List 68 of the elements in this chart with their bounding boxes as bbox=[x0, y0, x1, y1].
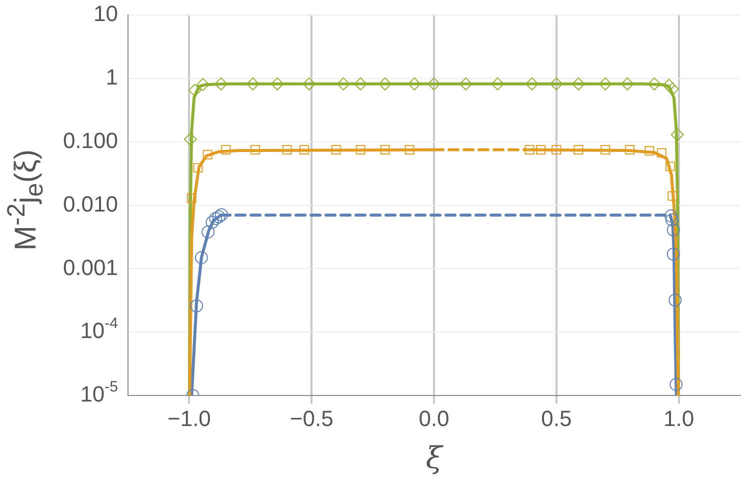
point bbox=[665, 162, 675, 172]
point bbox=[215, 208, 228, 222]
point bbox=[670, 128, 684, 142]
y-tick-label: 1 bbox=[106, 64, 118, 90]
point bbox=[408, 77, 421, 90]
point bbox=[574, 145, 584, 155]
point bbox=[524, 145, 534, 155]
x-tick-label: 1.0 bbox=[664, 406, 694, 431]
y-tick-label: 0.100 bbox=[62, 128, 118, 153]
point bbox=[194, 251, 208, 264]
x-tick-label: 0.0 bbox=[418, 406, 450, 431]
point bbox=[354, 77, 368, 90]
point bbox=[644, 146, 654, 156]
point bbox=[250, 145, 260, 155]
point bbox=[214, 77, 228, 90]
point bbox=[202, 225, 215, 238]
y-tick-label: 10 bbox=[94, 1, 118, 26]
point bbox=[491, 77, 504, 90]
point bbox=[202, 150, 212, 160]
point bbox=[598, 77, 612, 90]
point bbox=[188, 84, 202, 97]
x-axis-title: ξ bbox=[426, 440, 444, 476]
point bbox=[666, 248, 680, 261]
point bbox=[600, 145, 610, 155]
point bbox=[664, 209, 678, 222]
point bbox=[662, 78, 676, 92]
point bbox=[246, 77, 260, 90]
point bbox=[648, 77, 661, 90]
point bbox=[270, 77, 284, 90]
point bbox=[670, 378, 683, 391]
y-tick-label: 0.010 bbox=[62, 191, 118, 216]
point bbox=[221, 145, 231, 155]
point bbox=[666, 223, 680, 236]
point bbox=[620, 77, 634, 90]
point bbox=[665, 213, 678, 226]
point bbox=[552, 145, 562, 155]
point bbox=[212, 210, 226, 224]
y-tick-label: 0.001 bbox=[62, 254, 118, 280]
point bbox=[666, 82, 679, 96]
point bbox=[536, 145, 546, 155]
point bbox=[404, 145, 414, 155]
point bbox=[459, 77, 472, 90]
point bbox=[668, 294, 682, 307]
point bbox=[336, 77, 350, 90]
point bbox=[378, 77, 392, 90]
point bbox=[209, 212, 222, 225]
point bbox=[184, 132, 197, 146]
point bbox=[190, 299, 204, 312]
point bbox=[282, 145, 292, 155]
point bbox=[625, 145, 635, 155]
point bbox=[302, 77, 316, 90]
point bbox=[331, 145, 341, 155]
point bbox=[300, 145, 309, 155]
point bbox=[196, 78, 210, 92]
x-tick-label: −0.5 bbox=[290, 406, 334, 431]
point bbox=[525, 77, 538, 90]
point bbox=[206, 216, 219, 229]
x-tick-label: −1.0 bbox=[167, 406, 211, 431]
point bbox=[428, 77, 440, 90]
point bbox=[356, 145, 366, 155]
point bbox=[572, 77, 585, 90]
x-tick-label: 0.5 bbox=[541, 406, 572, 431]
point bbox=[193, 163, 203, 173]
point bbox=[668, 191, 678, 201]
point bbox=[656, 148, 666, 158]
point bbox=[186, 193, 196, 203]
point bbox=[550, 77, 563, 90]
point bbox=[380, 145, 390, 155]
